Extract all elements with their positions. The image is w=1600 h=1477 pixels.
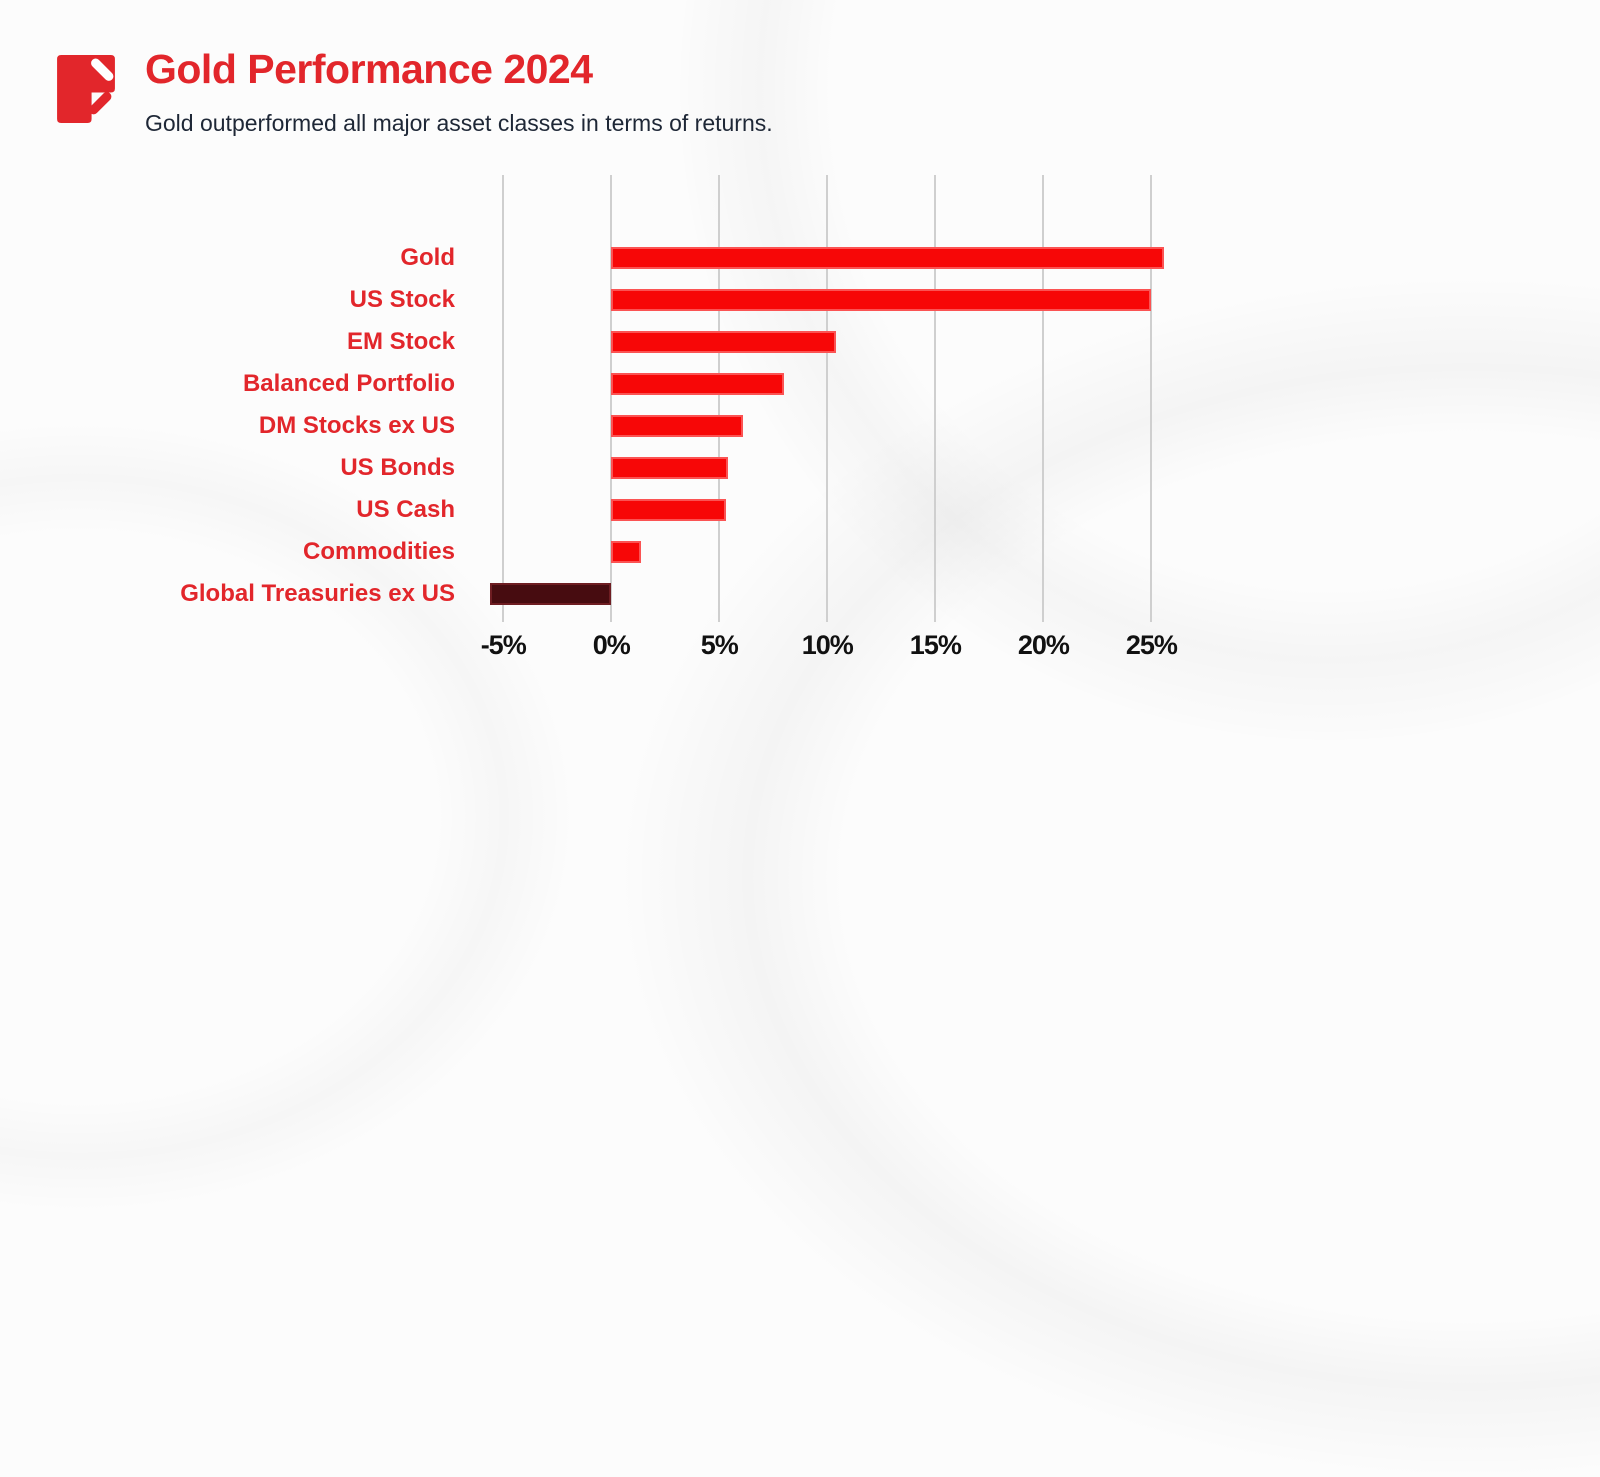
bar-row — [460, 237, 1200, 279]
category-label: Global Treasuries ex US — [180, 580, 455, 607]
bar-row — [460, 321, 1200, 363]
bar — [611, 289, 1152, 311]
category-label: Commodities — [302, 538, 455, 565]
plot-area — [460, 175, 1200, 622]
bar-row — [460, 363, 1200, 405]
gridline — [1150, 175, 1153, 622]
x-tick-label: 20% — [1017, 630, 1070, 660]
gridline — [1042, 175, 1045, 622]
bar — [611, 331, 836, 353]
page-title: Gold Performance 2024 — [145, 46, 593, 92]
gridline — [610, 175, 613, 622]
x-axis: -5% 0% 5% 10% 15% 20% 25% — [460, 630, 1200, 670]
category-label: US Cash — [356, 496, 455, 523]
bar — [611, 457, 728, 479]
x-tick-label: 5% — [700, 630, 739, 660]
category-label: Balanced Portfolio — [242, 370, 455, 397]
bar-row — [460, 447, 1200, 489]
bar — [611, 541, 642, 563]
bar — [611, 415, 744, 437]
category-label: DM Stocks ex US — [258, 412, 455, 439]
bar — [611, 373, 785, 395]
category-label: US Bonds — [340, 454, 455, 481]
bars-container — [460, 175, 1200, 622]
category-label: Gold — [400, 244, 455, 271]
bar-row — [460, 279, 1200, 321]
gridline — [502, 175, 505, 622]
x-tick-label: 0% — [592, 630, 631, 660]
bar-row — [460, 573, 1200, 615]
bar-row — [460, 405, 1200, 447]
x-tick-label: 10% — [801, 630, 854, 660]
bar — [490, 583, 612, 605]
bar-row — [460, 489, 1200, 531]
category-label: EM Stock — [346, 328, 455, 355]
gridline — [718, 175, 721, 622]
gridline — [934, 175, 937, 622]
gridline — [826, 175, 829, 622]
x-tick-label: 15% — [909, 630, 962, 660]
pen-document-logo-icon — [57, 55, 115, 123]
bar-chart: Gold US Stock EM Stock Balanced Portfolio DM… — [120, 175, 1200, 670]
bar — [611, 499, 726, 521]
x-tick-label: -5% — [480, 630, 527, 660]
x-tick-label: 25% — [1125, 630, 1178, 660]
category-labels: Gold US Stock EM Stock Balanced Portfolio DM… — [120, 175, 455, 622]
bar-row — [460, 531, 1200, 573]
page-subtitle: Gold outperformed all major asset classe… — [145, 110, 773, 136]
category-label: US Stock — [349, 286, 455, 313]
bar — [611, 247, 1165, 269]
